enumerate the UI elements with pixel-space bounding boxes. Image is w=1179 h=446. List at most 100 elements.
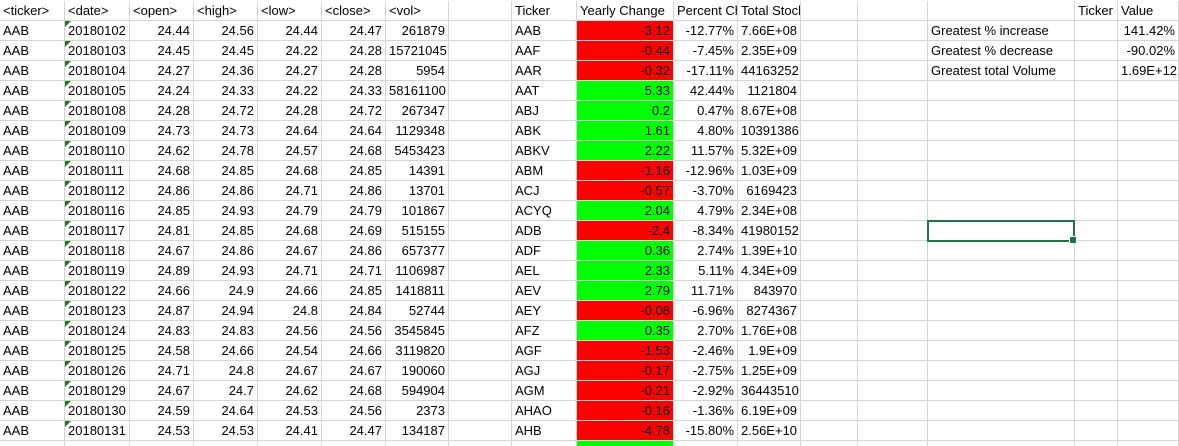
cell-blank2[interactable] — [801, 401, 858, 421]
cell-blank[interactable] — [449, 421, 512, 441]
cell-blank2[interactable] — [801, 81, 858, 101]
cell-blank3[interactable] — [858, 301, 928, 321]
cell-close[interactable]: 24.72 — [322, 101, 386, 121]
cell-vol[interactable]: 101867 — [386, 201, 449, 221]
cell-stat-ticker[interactable] — [1075, 221, 1118, 241]
cell-yearly-change[interactable]: 2.04 — [577, 201, 674, 221]
cell-close[interactable]: 24.56 — [322, 321, 386, 341]
cell-open[interactable]: 24.68 — [130, 161, 194, 181]
header-date[interactable]: <date> — [65, 1, 130, 21]
cell-low[interactable]: 24.66 — [258, 281, 322, 301]
cell-low[interactable]: 24.54 — [258, 341, 322, 361]
cell-percent-change[interactable]: 0.47% — [674, 101, 738, 121]
cell-yearly-change[interactable]: 2.22 — [577, 141, 674, 161]
cell-stat-value[interactable] — [1118, 241, 1179, 261]
cell-date[interactable]: 20180122 — [65, 281, 130, 301]
cell-ticker[interactable]: AAB — [0, 321, 65, 341]
cell-close[interactable]: 24.69 — [322, 221, 386, 241]
cell-open[interactable]: 24.62 — [130, 141, 194, 161]
cell-stat-label[interactable] — [928, 401, 1075, 421]
cell-total-volume[interactable]: 8274367 — [738, 301, 801, 321]
cell-summary-ticker[interactable]: AAT — [512, 81, 577, 101]
cell-stat-value[interactable] — [1118, 121, 1179, 141]
cell-blank[interactable] — [449, 161, 512, 181]
cell-ticker[interactable]: AAB — [0, 181, 65, 201]
cell-stat-ticker[interactable] — [1075, 301, 1118, 321]
cell-date[interactable]: 20180112 — [65, 181, 130, 201]
header-blank3[interactable] — [858, 1, 928, 21]
header-stat-label[interactable] — [928, 1, 1075, 21]
cell-low[interactable]: 24.79 — [258, 201, 322, 221]
cell-stat-label[interactable] — [928, 101, 1075, 121]
cell-total-volume[interactable]: 1.39E+10 — [738, 241, 801, 261]
cell-stat-label[interactable] — [928, 241, 1075, 261]
cell-stat-label[interactable] — [928, 381, 1075, 401]
cell-open[interactable]: 24.83 — [130, 321, 194, 341]
cell-high[interactable]: 24.83 — [194, 321, 258, 341]
cell-stat-label[interactable] — [928, 201, 1075, 221]
cell-yearly-change[interactable]: 0.36 — [577, 241, 674, 261]
cell-percent-change[interactable]: -6.96% — [674, 301, 738, 321]
cell-ticker[interactable]: AAB — [0, 61, 65, 81]
cell-percent-change[interactable]: 4.79% — [674, 201, 738, 221]
cell-high[interactable]: 24.85 — [194, 221, 258, 241]
cell-percent-change[interactable]: 5.11% — [674, 261, 738, 281]
cell-low[interactable]: 24.71 — [258, 261, 322, 281]
cell-percent-change[interactable]: -7.45% — [674, 41, 738, 61]
cell-close[interactable]: 24.33 — [322, 81, 386, 101]
header-percent-change[interactable]: Percent Change — [674, 1, 738, 21]
cell-open[interactable]: 24.66 — [130, 281, 194, 301]
cell-total-volume[interactable]: 843970 — [738, 281, 801, 301]
cell-high[interactable]: 24.85 — [194, 161, 258, 181]
cell-stat-value[interactable] — [1118, 81, 1179, 101]
cell-yearly-change[interactable]: 0.35 — [577, 321, 674, 341]
cell-stat-value[interactable]: 141.42% — [1118, 21, 1179, 41]
cell-stat-ticker[interactable] — [1075, 181, 1118, 201]
cell-blank3[interactable] — [858, 161, 928, 181]
cell-high[interactable]: 24.86 — [194, 241, 258, 261]
cell-stat-value[interactable] — [1118, 201, 1179, 221]
cell-stat-label[interactable] — [928, 81, 1075, 101]
cell-stat-ticker[interactable] — [1075, 281, 1118, 301]
cell-vol[interactable]: 261879 — [386, 21, 449, 41]
cell-date[interactable]: 20180110 — [65, 141, 130, 161]
cell-stat-value[interactable] — [1118, 141, 1179, 161]
cell-blank3[interactable] — [858, 201, 928, 221]
cell-blank[interactable] — [449, 341, 512, 361]
header-stat-value[interactable]: Value — [1118, 1, 1179, 21]
cell-blank2[interactable] — [801, 441, 858, 446]
cell-low[interactable]: 24.56 — [258, 321, 322, 341]
cell-date[interactable]: 20180116 — [65, 201, 130, 221]
cell-stat-ticker[interactable] — [1075, 81, 1118, 101]
cell-total-volume[interactable]: 1121804 — [738, 81, 801, 101]
cell-ticker[interactable]: AAB — [0, 381, 65, 401]
cell-ticker[interactable]: AAB — [0, 101, 65, 121]
selected-cell[interactable] — [927, 220, 1077, 244]
cell-summary-ticker[interactable]: AEV — [512, 281, 577, 301]
cell-open[interactable]: 24.67 — [130, 241, 194, 261]
cell-close[interactable]: 24.68 — [322, 381, 386, 401]
cell-blank2[interactable] — [801, 141, 858, 161]
cell-total-volume[interactable]: 2.35E+09 — [738, 41, 801, 61]
cell-ticker[interactable]: AAB — [0, 281, 65, 301]
cell-close[interactable]: 24.68 — [322, 141, 386, 161]
cell-close[interactable]: 24.71 — [322, 261, 386, 281]
cell-open[interactable]: 24.87 — [130, 301, 194, 321]
cell-blank2[interactable] — [801, 361, 858, 381]
header-summary-ticker[interactable]: Ticker — [512, 1, 577, 21]
cell-vol[interactable]: 267347 — [386, 101, 449, 121]
cell-close[interactable]: 24.84 — [322, 301, 386, 321]
cell-blank[interactable] — [449, 361, 512, 381]
cell-blank3[interactable] — [858, 141, 928, 161]
cell-percent-change[interactable]: 11.71% — [674, 281, 738, 301]
cell-yearly-change[interactable]: 5.33 — [577, 81, 674, 101]
cell-percent-change[interactable]: -8.34% — [674, 221, 738, 241]
header-blank[interactable] — [449, 1, 512, 21]
cell-high[interactable]: 24.94 — [194, 301, 258, 321]
cell-ticker[interactable]: AAB — [0, 421, 65, 441]
cell-close[interactable]: 24.66 — [322, 341, 386, 361]
cell-total-volume[interactable]: 41980152 — [738, 221, 801, 241]
header-high[interactable]: <high> — [194, 1, 258, 21]
cell-ticker[interactable]: AAB — [0, 161, 65, 181]
cell-date[interactable]: 20180124 — [65, 321, 130, 341]
